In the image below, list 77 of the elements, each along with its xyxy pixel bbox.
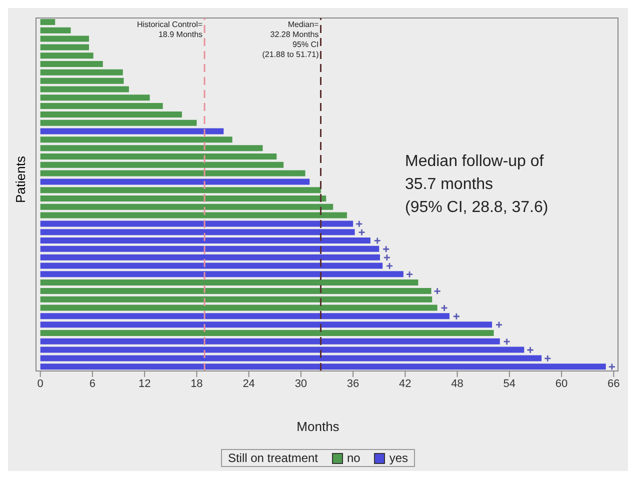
bar (40, 170, 306, 176)
bar (40, 296, 432, 302)
bar (40, 78, 124, 84)
bar (40, 288, 432, 294)
bar (40, 254, 380, 260)
x-tick-label: 66 (608, 378, 620, 390)
bar (40, 346, 524, 353)
x-tick-label: 18 (190, 378, 203, 390)
ref-line-label: Historical Control= 18.9 Months (136, 20, 203, 39)
x-axis-title: Months (296, 419, 340, 434)
point (440, 304, 448, 312)
point (503, 338, 511, 346)
bar (40, 246, 380, 252)
point (434, 287, 442, 295)
bar (40, 111, 182, 118)
point (355, 220, 363, 228)
bar (40, 364, 606, 370)
bar (40, 44, 89, 50)
legend-title: Still on treatment (228, 451, 318, 465)
y-axis-title: Patients (13, 156, 28, 203)
point (544, 354, 552, 362)
x-tick-label: 0 (37, 378, 44, 390)
bar (40, 162, 284, 168)
x-tick-label: 42 (399, 378, 412, 390)
point (608, 363, 616, 370)
x-tick-label: 60 (555, 378, 568, 390)
point (406, 270, 414, 278)
point (382, 245, 390, 253)
bar (40, 19, 56, 25)
x-tick-label: 36 (346, 378, 360, 390)
point (495, 321, 503, 328)
bar (40, 36, 89, 42)
annotation: Median follow-up of 35.7 months (95% CI, 28.8, 37.6) (405, 152, 548, 218)
x-tick-label: 12 (138, 378, 151, 390)
bar (40, 52, 94, 59)
bar (40, 153, 277, 160)
bar (40, 94, 150, 101)
bar (40, 86, 129, 92)
x-tick-label: 24 (242, 378, 255, 390)
bar (40, 304, 438, 311)
bar (40, 145, 263, 152)
bar (40, 120, 197, 126)
point (374, 237, 382, 244)
bar (40, 212, 347, 218)
bar (40, 196, 326, 202)
bar (40, 178, 310, 185)
ref-line-label: Median= 32.28 Months 95% CI (21.88 to 51.71) (262, 20, 320, 59)
bar (40, 355, 542, 362)
bar (40, 27, 71, 34)
point (386, 262, 394, 270)
bar (40, 280, 418, 286)
bar (40, 187, 321, 194)
x-tick-label: 6 (89, 378, 96, 390)
point (452, 312, 460, 320)
bar (40, 103, 163, 110)
bar (40, 61, 103, 68)
bar (40, 271, 404, 278)
legend-label: no (346, 451, 360, 465)
point (383, 254, 391, 262)
x-tick-label: 30 (294, 378, 308, 390)
bar (40, 136, 232, 143)
bar (40, 69, 123, 76)
x-tick-label: 54 (503, 378, 516, 390)
point (526, 346, 534, 354)
x-tick-label: 48 (451, 378, 464, 390)
legend-label: yes (388, 451, 408, 465)
bar (40, 128, 224, 134)
bar (40, 220, 354, 227)
bar (40, 330, 494, 336)
point (358, 228, 366, 236)
bar (40, 322, 492, 328)
bar (40, 229, 355, 236)
bar (40, 338, 500, 344)
bar (40, 313, 450, 320)
bar (40, 204, 334, 210)
bar (40, 238, 370, 244)
bar (40, 262, 383, 269)
